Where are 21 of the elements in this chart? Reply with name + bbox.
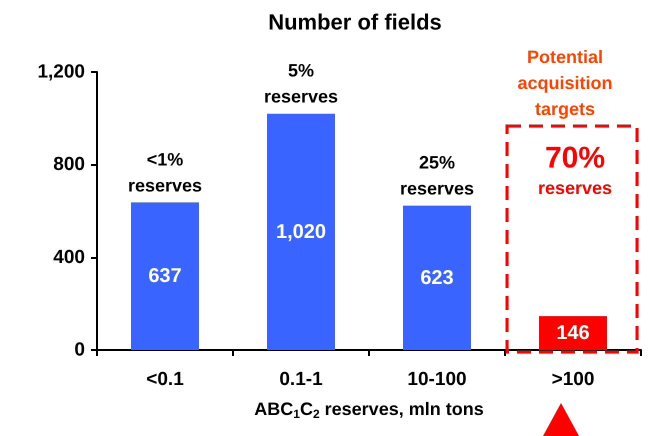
bar: [267, 114, 335, 350]
data-label: 146: [556, 322, 590, 344]
annotation: 70% reserves: [538, 142, 612, 198]
x-tick-label: 0.1-1: [279, 369, 324, 390]
y-tick-label: 1,200: [37, 62, 85, 82]
data-label: 1,020: [276, 220, 326, 243]
y-tick-label: 800: [53, 154, 85, 176]
annotation: Potential acquisition targets: [517, 47, 613, 119]
data-label: 623: [420, 266, 454, 289]
bar: [131, 202, 199, 350]
chart-title: Number of fields: [268, 10, 442, 34]
x-tick-label: <0.1: [146, 369, 184, 390]
annotation: 5% reserves: [264, 60, 338, 107]
bar: [403, 206, 471, 350]
annotation: <1% reserves: [128, 149, 202, 196]
x-tick-label: >100: [552, 369, 594, 390]
y-tick-label: 0: [74, 340, 85, 360]
annotation: 25% reserves: [400, 152, 474, 199]
y-tick-label: 400: [53, 246, 85, 268]
x-tick-label: 10-100: [407, 369, 467, 390]
data-label: 637: [148, 265, 182, 288]
